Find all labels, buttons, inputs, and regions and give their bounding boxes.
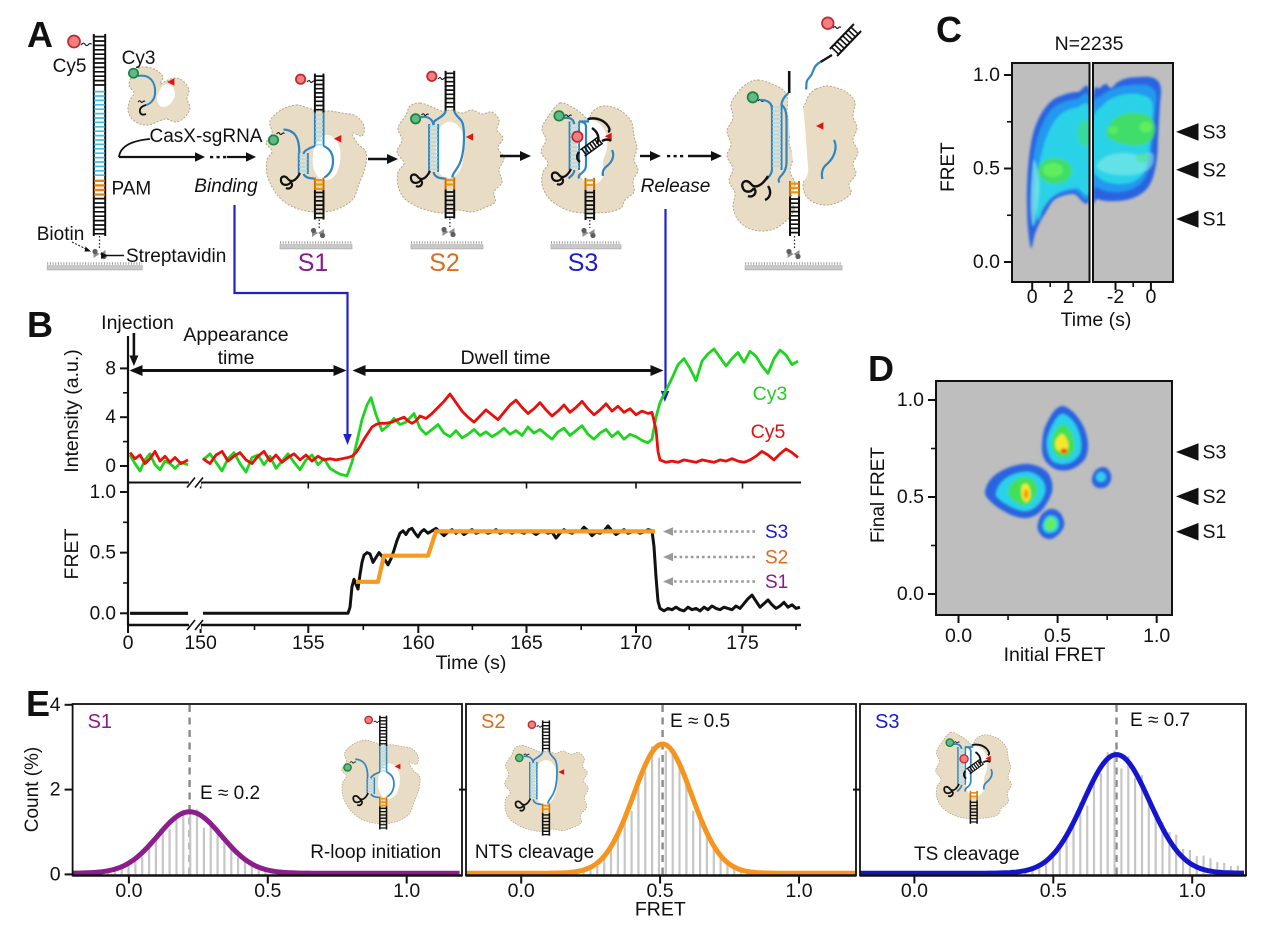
svg-text:S1: S1 bbox=[88, 711, 112, 733]
svg-text:0.0: 0.0 bbox=[90, 603, 116, 624]
svg-text:155: 155 bbox=[292, 632, 325, 654]
svg-text:TS cleavage: TS cleavage bbox=[914, 844, 1020, 865]
svg-text:Cy3: Cy3 bbox=[122, 48, 156, 69]
svg-text:0: 0 bbox=[105, 456, 116, 477]
svg-text:FRET: FRET bbox=[635, 899, 686, 921]
svg-text:E ≈ 0.7: E ≈ 0.7 bbox=[1130, 710, 1190, 731]
svg-text:1.0: 1.0 bbox=[897, 389, 924, 411]
svg-text:Cy3: Cy3 bbox=[753, 383, 788, 405]
svg-text:0.0: 0.0 bbox=[901, 880, 928, 902]
svg-text:Cy5: Cy5 bbox=[751, 421, 786, 443]
svg-text:S3: S3 bbox=[765, 522, 788, 543]
svg-text:0.5: 0.5 bbox=[254, 880, 281, 902]
svg-text:Binding: Binding bbox=[194, 176, 258, 197]
svg-text:S2: S2 bbox=[481, 711, 505, 733]
svg-text:D: D bbox=[868, 348, 894, 389]
svg-text:Release: Release bbox=[641, 176, 711, 197]
svg-text:0: 0 bbox=[123, 632, 134, 654]
svg-text:S2: S2 bbox=[1203, 486, 1227, 508]
svg-text:CasX-sgRNA: CasX-sgRNA bbox=[150, 126, 263, 147]
svg-text:0.0: 0.0 bbox=[973, 251, 1000, 273]
svg-text:E: E bbox=[26, 683, 50, 724]
svg-text:S1: S1 bbox=[1203, 521, 1227, 543]
svg-text:S2: S2 bbox=[765, 548, 788, 569]
svg-text:R-loop initiation: R-loop initiation bbox=[310, 842, 441, 863]
svg-text:0.0: 0.0 bbox=[945, 625, 972, 647]
svg-text:0.5: 0.5 bbox=[647, 880, 674, 902]
svg-text:1.0: 1.0 bbox=[785, 880, 812, 902]
svg-text:N=2235: N=2235 bbox=[1055, 33, 1124, 55]
svg-text:Appearance: Appearance bbox=[183, 324, 288, 346]
svg-text:0.5: 0.5 bbox=[90, 543, 116, 564]
svg-text:2: 2 bbox=[1063, 286, 1074, 308]
svg-text:8: 8 bbox=[105, 358, 116, 379]
svg-text:Count (%): Count (%) bbox=[22, 747, 43, 833]
svg-text:0.0: 0.0 bbox=[115, 880, 142, 902]
svg-text:0: 0 bbox=[1027, 286, 1038, 308]
svg-text:time: time bbox=[218, 347, 255, 369]
svg-text:S3: S3 bbox=[1203, 442, 1227, 464]
svg-text:S3: S3 bbox=[875, 711, 899, 733]
svg-text:Intensity (a.u.): Intensity (a.u.) bbox=[61, 349, 83, 473]
svg-text:C: C bbox=[936, 9, 962, 50]
svg-text:170: 170 bbox=[620, 632, 653, 654]
svg-text:-2: -2 bbox=[1107, 286, 1124, 308]
svg-text:Streptavidin: Streptavidin bbox=[126, 246, 226, 267]
svg-text:1.0: 1.0 bbox=[1179, 880, 1206, 902]
svg-text:FRET: FRET bbox=[938, 142, 959, 192]
svg-text:S1: S1 bbox=[765, 572, 788, 593]
svg-text:4: 4 bbox=[105, 407, 116, 428]
svg-text:1.0: 1.0 bbox=[90, 482, 116, 503]
svg-text:S2: S2 bbox=[1203, 159, 1227, 181]
svg-text:0.5: 0.5 bbox=[1040, 880, 1067, 902]
svg-text:Dwell time: Dwell time bbox=[461, 347, 551, 369]
svg-text:0.0: 0.0 bbox=[508, 880, 535, 902]
svg-text:S1: S1 bbox=[298, 249, 329, 277]
svg-text:Initial FRET: Initial FRET bbox=[1004, 644, 1106, 666]
svg-text:S3: S3 bbox=[568, 249, 599, 277]
svg-text:175: 175 bbox=[726, 632, 759, 654]
svg-text:B: B bbox=[27, 304, 53, 345]
svg-text:1.0: 1.0 bbox=[393, 880, 420, 902]
svg-text:E ≈ 0.2: E ≈ 0.2 bbox=[200, 783, 260, 804]
svg-text:Final FRET: Final FRET bbox=[868, 447, 889, 543]
svg-text:0: 0 bbox=[1145, 286, 1156, 308]
svg-text:Time (s): Time (s) bbox=[436, 652, 507, 674]
svg-text:160: 160 bbox=[402, 632, 435, 654]
svg-text:Injection: Injection bbox=[101, 312, 174, 334]
svg-text:Biotin: Biotin bbox=[37, 224, 85, 245]
svg-text:2: 2 bbox=[50, 779, 61, 801]
svg-text:S3: S3 bbox=[1203, 121, 1227, 143]
svg-text:0.5: 0.5 bbox=[973, 158, 1000, 180]
svg-text:Cy5: Cy5 bbox=[53, 56, 87, 77]
svg-text:1.0: 1.0 bbox=[973, 64, 1000, 86]
svg-text:0.5: 0.5 bbox=[897, 486, 924, 508]
svg-text:0: 0 bbox=[50, 863, 61, 885]
svg-text:PAM: PAM bbox=[112, 179, 152, 200]
svg-text:A: A bbox=[27, 14, 53, 55]
svg-text:FRET: FRET bbox=[61, 528, 83, 579]
svg-text:S1: S1 bbox=[1203, 209, 1227, 231]
svg-text:1.0: 1.0 bbox=[1143, 625, 1170, 647]
svg-text:165: 165 bbox=[510, 632, 543, 654]
svg-text:NTS cleavage: NTS cleavage bbox=[475, 842, 594, 863]
svg-text:4: 4 bbox=[50, 694, 61, 716]
svg-text:0.0: 0.0 bbox=[897, 583, 924, 605]
svg-text:E ≈ 0.5: E ≈ 0.5 bbox=[670, 711, 730, 732]
svg-text:S2: S2 bbox=[429, 249, 460, 277]
svg-text:150: 150 bbox=[184, 632, 217, 654]
svg-text:Time (s): Time (s) bbox=[1061, 309, 1132, 331]
svg-text:0.5: 0.5 bbox=[1044, 625, 1071, 647]
